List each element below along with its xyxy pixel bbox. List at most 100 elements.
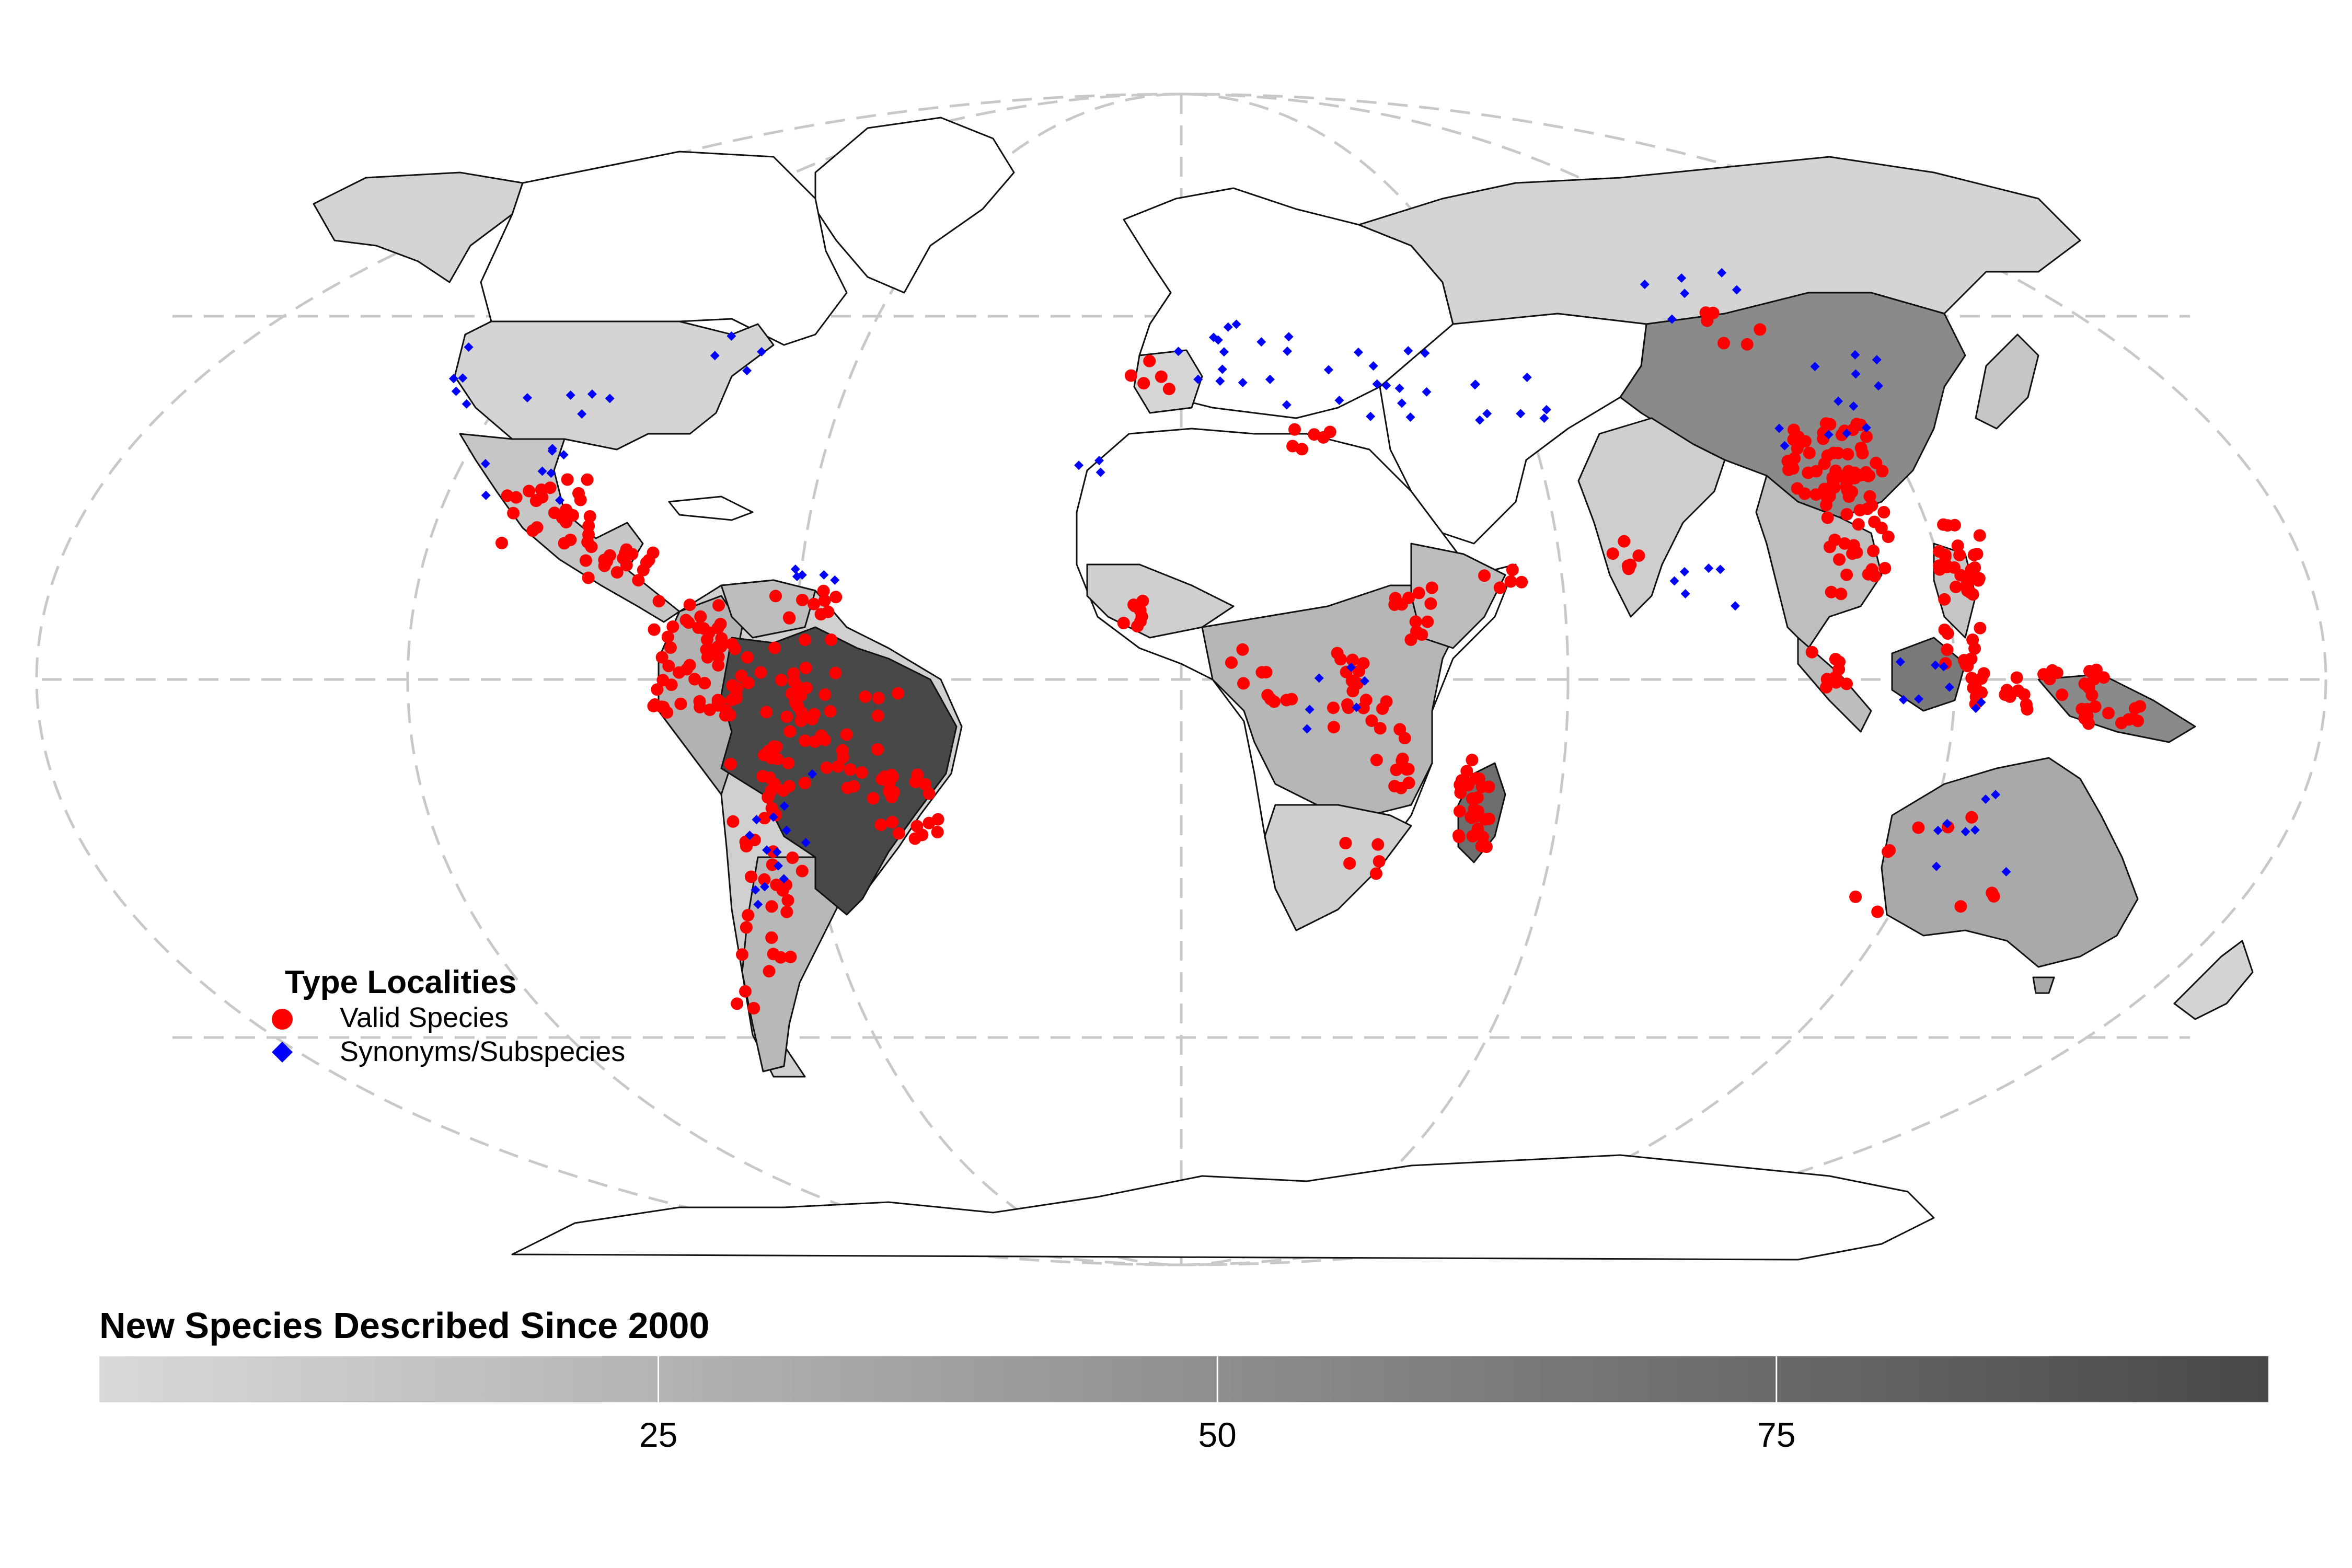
synonym-point [1366,411,1376,421]
valid-species-point [859,690,872,703]
valid-species-point [1877,506,1890,518]
valid-species-point [725,638,739,651]
synonym-point [1731,601,1740,611]
synonym-point [1334,396,1344,406]
synonym-point [757,347,767,356]
synonym-point [1895,657,1905,667]
valid-species-point [1843,467,1856,480]
valid-species-point [1840,508,1853,521]
synonym-point [1679,567,1689,577]
synonym-point [1305,705,1315,714]
valid-species-point [1425,581,1438,594]
valid-species-point [1781,455,1794,468]
valid-species-point [2127,712,2140,725]
valid-species-point [931,826,944,838]
valid-species-point [679,614,693,627]
synonym-point [605,394,615,403]
valid-species-point [715,632,728,645]
valid-species-point [777,784,790,797]
synonym-point [1403,346,1413,356]
valid-species-point [1986,886,1999,900]
valid-species-point [1261,689,1274,702]
valid-species-point [886,816,898,828]
valid-species-point [1357,701,1370,714]
valid-species-point [1883,844,1896,857]
valid-species-point [697,622,710,635]
valid-species-point [694,610,707,623]
valid-species-point [1260,666,1273,679]
valid-species-point [909,776,922,788]
synonym-point [1861,423,1871,433]
greenland [814,117,1015,294]
synonym-point [1265,374,1275,384]
valid-species-point [818,594,831,607]
valid-species-point [1237,677,1250,690]
east-africa [1410,543,1506,649]
synonym-point [537,466,547,476]
valid-species-point [815,729,828,742]
synonym-point [566,390,575,400]
southern-africa [1264,804,1412,931]
synonym-point [451,386,461,396]
valid-species-point [780,905,793,918]
synonym-point [522,393,532,403]
valid-species-point [561,473,574,486]
synonym-point [1302,724,1312,734]
synonym-point [1397,398,1407,408]
valid-species-point [1124,369,1137,382]
valid-species-point [872,691,885,705]
valid-species-point [1829,671,1842,684]
synonym-point [1640,280,1650,290]
synonym-point [1173,347,1183,356]
valid-species-point [712,599,725,612]
valid-species-point [1131,620,1144,633]
synonym-point [1539,413,1549,423]
synonym-point [1717,268,1727,278]
valid-species-point [723,709,736,722]
valid-species-point [1331,647,1344,660]
valid-species-point [620,543,633,556]
synonym-point [1824,430,1834,440]
synonym-point [781,825,791,835]
synonym-point [1323,365,1333,375]
southeast-asia [1755,475,1883,649]
valid-species-point [745,870,757,883]
valid-species-point [1876,465,1889,478]
synonym-point [1851,369,1861,379]
synonym-point [1849,401,1859,411]
valid-species-point [1346,685,1359,698]
valid-species-point [1296,443,1308,456]
valid-species-point [529,494,543,508]
valid-species-point [1973,572,1986,585]
valid-species-point [855,766,868,779]
valid-species-point [1288,423,1301,436]
valid-species-point [548,506,561,520]
valid-species-point [700,633,713,646]
valid-species-point [1460,765,1473,778]
synonym-point [1231,319,1241,329]
colorbar-tick-label: 50 [1198,1415,1236,1454]
valid-species-point [693,695,706,708]
valid-species-point [1606,547,1619,560]
synonym-point [1238,377,1248,387]
valid-species-point [824,705,837,718]
synonym-point [1914,694,1924,704]
valid-species-point [1465,811,1478,824]
valid-species-point [727,815,740,828]
valid-species-point [651,683,664,696]
valid-species-point [1841,448,1854,460]
legend-title: Type Localities [285,964,516,1000]
valid-species-point [1933,545,1946,558]
valid-species-point [610,566,624,579]
synonym-point [1680,289,1690,298]
valid-species-point [1410,625,1423,638]
synonym-point [773,861,783,871]
synonym-point [480,459,490,469]
synonym-point [1981,794,1991,804]
valid-species-point [808,597,821,610]
valid-species-point [2010,671,2023,684]
valid-species-point [1155,370,1168,383]
valid-species-point [760,706,773,719]
synonym-point [1680,589,1690,598]
valid-species-point [892,687,904,700]
